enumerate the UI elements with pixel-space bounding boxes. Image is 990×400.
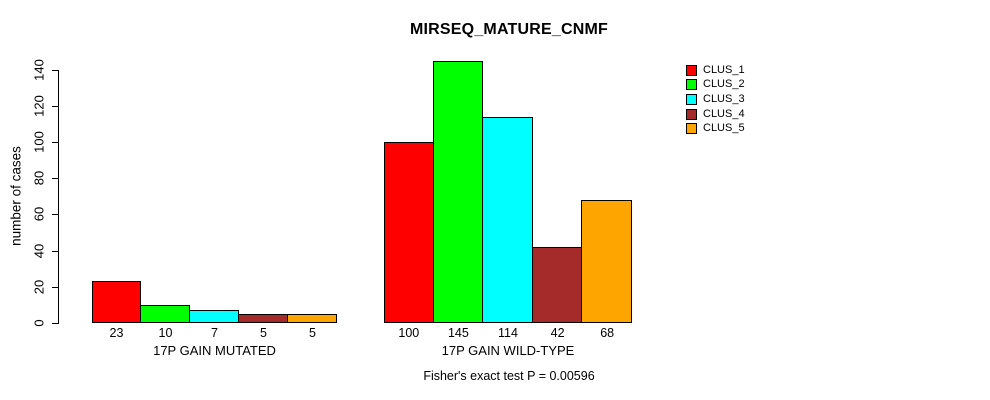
legend-item-clus_5: CLUS_5 — [686, 121, 745, 136]
bar-clus_5 — [287, 313, 337, 323]
bar-value-label: 145 — [447, 326, 469, 340]
bar-value-label: 5 — [309, 326, 316, 340]
bar-clus_4 — [238, 313, 288, 323]
bar-clus_5 — [581, 199, 632, 323]
y-axis-tick — [52, 69, 59, 71]
y-axis-tick-label: 120 — [31, 95, 47, 117]
y-axis-tick-label: 100 — [31, 131, 47, 153]
legend-swatch-clus_3 — [686, 93, 697, 105]
legend-label: CLUS_5 — [703, 122, 745, 135]
bar-value-label: 114 — [498, 326, 518, 340]
bar-clus_4 — [531, 247, 583, 323]
y-axis-tick-label: 140 — [31, 58, 47, 81]
legend-swatch-clus_4 — [686, 108, 697, 120]
y-axis-tick — [52, 142, 59, 144]
group-label: 17P GAIN WILD-TYPE — [441, 343, 575, 358]
group-label: 17P GAIN MUTATED — [153, 343, 276, 358]
legend-label: CLUS_2 — [703, 78, 745, 91]
legend-item-clus_2: CLUS_2 — [686, 78, 745, 93]
chart-title: MIRSEQ_MATURE_CNMF — [410, 21, 608, 38]
legend-item-clus_4: CLUS_4 — [686, 107, 745, 122]
y-axis-tick-label: 20 — [31, 279, 47, 295]
y-axis-tick — [52, 323, 59, 324]
bar-clus_2 — [140, 304, 190, 323]
legend-label: CLUS_1 — [703, 63, 745, 76]
bar-clus_3 — [482, 116, 533, 323]
bar-clus_1 — [384, 142, 434, 323]
y-axis-tick-label: 80 — [31, 171, 47, 186]
bar-value-label: 100 — [398, 326, 420, 340]
legend: CLUS_1 CLUS_2 CLUS_3 CLUS_4 CLUS_5 — [686, 63, 745, 136]
bar-clus_2 — [432, 60, 484, 323]
bar-value-label: 68 — [600, 326, 615, 340]
bar-value-label: 10 — [158, 326, 173, 340]
fisher-test-footnote: Fisher's exact test P = 0.00596 — [423, 369, 595, 383]
bar-clus_3 — [189, 310, 239, 323]
bar-value-label: 7 — [211, 326, 218, 340]
legend-swatch-clus_5 — [686, 123, 697, 135]
legend-item-clus_3: CLUS_3 — [686, 92, 745, 107]
y-axis-tick-label: 0 — [31, 319, 47, 327]
bar-value-label: 5 — [260, 326, 267, 340]
legend-label: CLUS_3 — [703, 92, 745, 105]
y-axis-tick — [52, 286, 59, 288]
y-axis-tick — [52, 250, 59, 252]
legend-item-clus_1: CLUS_1 — [686, 63, 745, 78]
y-axis-line — [58, 69, 59, 324]
bar-clus_1 — [92, 281, 141, 323]
bar-value-label: 42 — [550, 326, 565, 340]
legend-swatch-clus_2 — [686, 79, 697, 91]
y-axis-tick — [52, 214, 59, 216]
bar-value-label: 23 — [109, 326, 124, 340]
y-axis-tick-label: 40 — [31, 243, 47, 258]
y-axis-label: number of cases — [8, 146, 24, 246]
legend-swatch-clus_1 — [686, 64, 697, 76]
y-axis-tick-label: 60 — [31, 207, 47, 222]
legend-label: CLUS_4 — [703, 107, 745, 120]
y-axis-tick — [52, 105, 59, 107]
y-axis-tick — [52, 178, 59, 180]
